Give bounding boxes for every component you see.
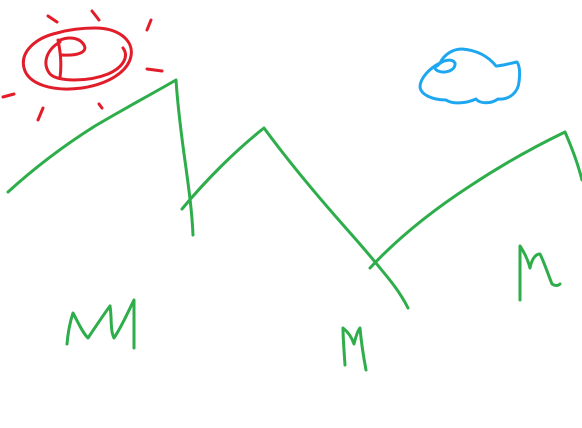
grass-tuft-left [65, 298, 136, 350]
grass-tuft-middle [341, 326, 368, 372]
grass-tuft-right [518, 244, 562, 302]
cloud-outline [418, 47, 522, 105]
cloud-icon [418, 47, 522, 105]
mountain-middle [180, 126, 410, 310]
cloud-inner-swirl [433, 58, 457, 74]
mountain-range [6, 78, 582, 310]
sun-inner-scribble [44, 36, 127, 82]
sun-rays [1, 9, 164, 122]
sun-outer-scribble [21, 26, 133, 91]
sun-icon [1, 9, 164, 122]
mountain-right [368, 130, 582, 270]
grass-tufts [65, 244, 562, 372]
mountain-left [6, 78, 195, 237]
